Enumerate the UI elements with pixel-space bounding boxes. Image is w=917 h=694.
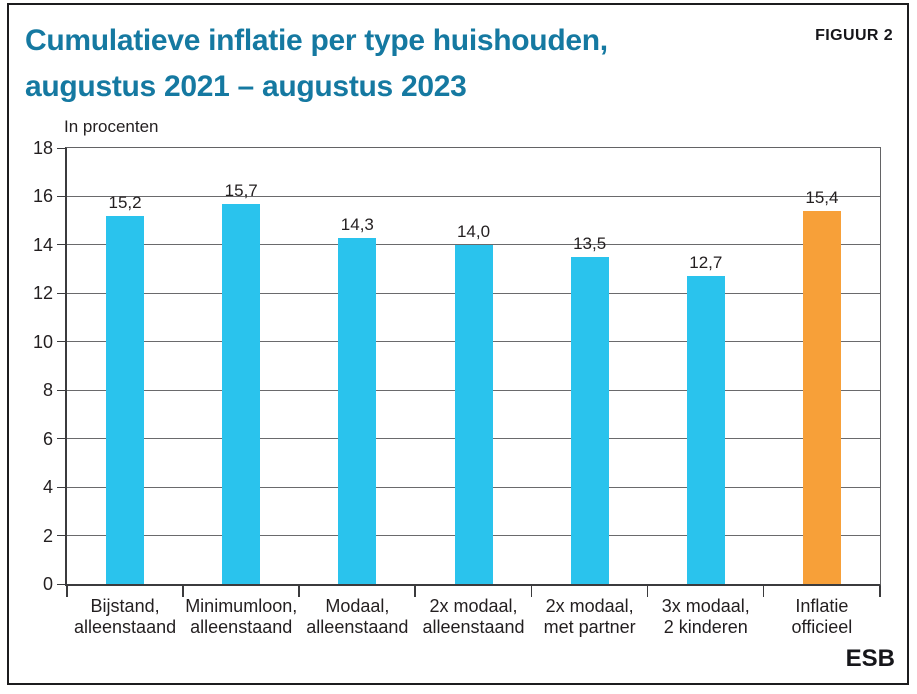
- y-tick-label: 8: [42, 380, 53, 401]
- x-tick: [646, 586, 649, 597]
- x-category-label: 2x modaal, met partner: [543, 596, 636, 637]
- x-category-label: 3x modaal, 2 kinderen: [661, 596, 750, 637]
- bar: [338, 237, 377, 584]
- y-tick: [57, 341, 65, 343]
- y-tick: [57, 535, 65, 537]
- y-tick-label: 12: [32, 283, 53, 304]
- y-tick: [57, 486, 65, 488]
- bar: [686, 276, 725, 584]
- y-tick-label: 6: [42, 428, 53, 449]
- x-tick: [298, 586, 300, 597]
- figure-title-line1: Cumulatieve inflatie per type huishouden…: [25, 24, 608, 57]
- plot-area: 0 2 4 6 8 10 12 14 16 18 15,2 Bijstand, alleenstaan…: [33, 138, 881, 637]
- x-tick: [762, 586, 765, 597]
- bar-value-label: 15,7: [224, 180, 258, 200]
- x-category-label: Modaal, alleenstaand: [306, 596, 409, 637]
- bar: [106, 215, 145, 584]
- x-tick: [879, 586, 881, 597]
- y-tick: [57, 147, 65, 149]
- figure-title: Cumulatieve inflatie per type huishouden…: [25, 18, 608, 110]
- y-tick-label: 16: [32, 186, 53, 207]
- y-axis-unit-label: In procenten: [64, 117, 159, 136]
- gridline: [67, 244, 880, 246]
- y-tick-label: 4: [42, 477, 53, 498]
- bar: [454, 244, 493, 584]
- bar-value-label: 15,2: [108, 192, 142, 212]
- y-tick: [57, 195, 65, 197]
- y-tick-label: 18: [32, 138, 53, 158]
- gridline: [67, 195, 880, 197]
- y-tick-label: 2: [42, 525, 53, 546]
- bar: [802, 210, 841, 584]
- y-tick: [57, 389, 65, 391]
- y-tick-label: 10: [32, 331, 53, 352]
- bar: [222, 203, 261, 584]
- esb-logo: ESB: [845, 645, 895, 672]
- y-tick: [57, 244, 65, 246]
- x-tick: [66, 586, 68, 597]
- y-tick-label: 0: [42, 574, 53, 594]
- bar: [570, 257, 609, 584]
- bar-value-label: 12,7: [689, 253, 723, 273]
- x-tick: [414, 586, 416, 597]
- bar-value-label: 13,5: [573, 234, 607, 253]
- figure-number-label: FIGUUR 2: [815, 27, 893, 44]
- bar-value-label: 15,4: [805, 187, 839, 207]
- figure-title-line2: augustus 2021 – augustus 2023: [25, 70, 467, 103]
- x-category-label: Minimumloon, alleenstaand: [185, 596, 298, 637]
- bar-value-label: 14,3: [340, 214, 374, 234]
- y-tick-label: 14: [32, 234, 53, 255]
- x-tick: [530, 586, 533, 597]
- x-category-label: Inflatie officieel: [791, 596, 853, 637]
- y-tick: [57, 292, 65, 294]
- x-category-label: 2x modaal, alleenstaand: [422, 596, 525, 637]
- bar-value-label: 14,0: [456, 221, 491, 241]
- x-category-label: Bijstand, alleenstaand: [74, 596, 177, 637]
- y-tick: [57, 583, 65, 585]
- y-tick: [57, 438, 65, 440]
- x-tick: [182, 586, 184, 597]
